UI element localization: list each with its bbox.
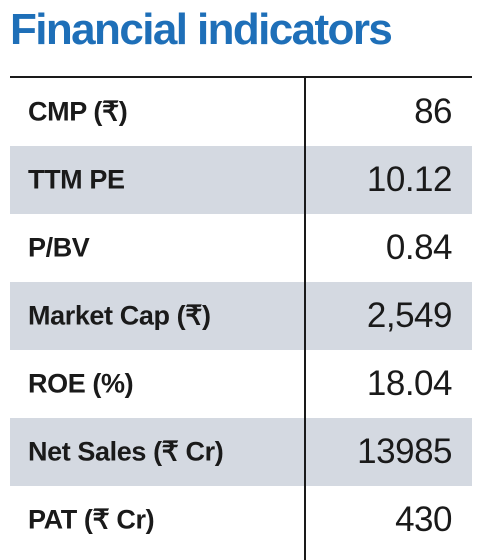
- row-value: 86: [414, 92, 452, 131]
- table-row-p-bv: P/BV 0.84: [10, 214, 472, 282]
- row-label: PAT (₹ Cr): [28, 504, 155, 535]
- row-label: Market Cap (₹): [28, 300, 211, 331]
- row-value: 18.04: [366, 364, 453, 403]
- table-row-cmp: CMP (₹) 86: [10, 78, 472, 146]
- row-value: 0.84: [385, 228, 453, 267]
- row-label: P/BV: [28, 232, 90, 263]
- table-row-pat: PAT (₹ Cr) 430: [10, 486, 472, 554]
- row-value: 10.12: [366, 160, 453, 199]
- indicators-table: CMP (₹) 86 TTM PE 10.12 P/BV 0.84 Market…: [10, 78, 472, 554]
- row-label: CMP (₹): [28, 96, 128, 127]
- row-value: 2,549: [366, 296, 453, 335]
- row-label: Net Sales (₹ Cr): [28, 436, 224, 467]
- table-row-roe: ROE (%) 18.04: [10, 350, 472, 418]
- row-label: TTM PE: [28, 164, 125, 195]
- page-title: Financial indicators: [10, 5, 393, 54]
- row-label: ROE (%): [28, 368, 134, 399]
- table-row-market-cap: Market Cap (₹) 2,549: [10, 282, 472, 350]
- row-value: 13985: [357, 432, 452, 471]
- title-divider: [10, 76, 472, 78]
- table-row-net-sales: Net Sales (₹ Cr) 13985: [10, 418, 472, 486]
- table-row-ttm-pe: TTM PE 10.12: [10, 146, 472, 214]
- column-divider: [304, 78, 306, 560]
- row-value: 430: [395, 500, 452, 539]
